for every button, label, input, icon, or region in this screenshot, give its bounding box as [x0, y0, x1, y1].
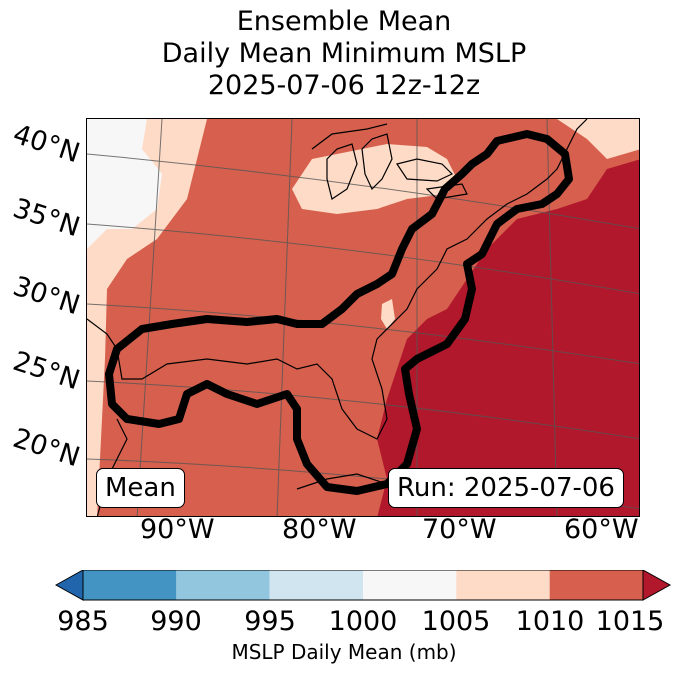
colorbar-over-arrow — [642, 570, 672, 601]
lat-label-30: 30°N — [9, 270, 84, 322]
band-1005-1010-patch — [381, 299, 395, 329]
colorbar-tick-985: 985 — [57, 606, 109, 637]
colorbar-tick-1015: 1015 — [595, 606, 665, 637]
run-date-box: Run: 2025-07-06 — [388, 468, 624, 508]
map-svg — [87, 119, 639, 516]
lat-label-40: 40°N — [9, 118, 84, 170]
title-line-1: Ensemble Mean — [236, 6, 452, 37]
colorbar-tick-995: 995 — [244, 606, 296, 637]
coastlines — [87, 119, 588, 516]
colorbar-segment-3 — [363, 570, 457, 600]
colorbar-segment-5 — [549, 570, 643, 600]
lat-label-35: 35°N — [9, 192, 84, 244]
colorbar-segments — [83, 570, 643, 600]
lon-label-70w: 70°W — [422, 514, 497, 545]
mean-label-box: Mean — [96, 468, 185, 508]
lon-label-80w: 80°W — [282, 514, 357, 545]
colorbar-segment-2 — [269, 570, 363, 600]
title-line-3: 2025-07-06 12z-12z — [207, 70, 481, 101]
title-line-2: Daily Mean Minimum MSLP — [161, 38, 527, 69]
colorbar-tick-1000: 1000 — [328, 606, 398, 637]
colorbar — [54, 570, 672, 601]
lat-label-25: 25°N — [9, 345, 84, 397]
contour-outline — [105, 130, 573, 495]
colorbar-tick-1005: 1005 — [421, 606, 491, 637]
colorbar-segment-4 — [456, 570, 550, 600]
map-panel — [86, 118, 640, 517]
colorbar-tick-1010: 1010 — [515, 606, 585, 637]
band-1000-1005-west — [87, 119, 162, 249]
lon-label-60w: 60°W — [564, 514, 639, 545]
band-1005-1010-lakes — [292, 144, 457, 214]
colorbar-segment-0 — [83, 570, 177, 600]
colorbar-segment-1 — [176, 570, 270, 600]
colorbar-label: MSLP Daily Mean (mb) — [231, 640, 457, 664]
colorbar-tick-990: 990 — [150, 606, 202, 637]
lat-label-20: 20°N — [9, 422, 84, 474]
lon-label-90w: 90°W — [140, 514, 215, 545]
colorbar-under-arrow — [54, 570, 84, 601]
